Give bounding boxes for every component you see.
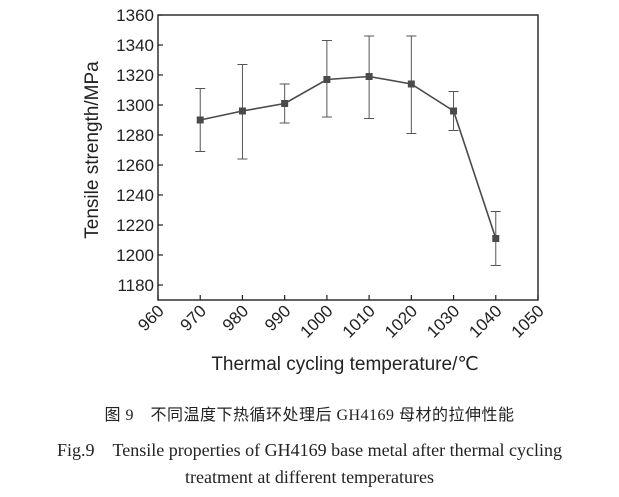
- x-tick-label: 990: [261, 301, 294, 334]
- y-tick-label: 1180: [117, 276, 154, 295]
- y-tick-label: 1280: [116, 126, 154, 145]
- x-tick-label: 970: [177, 301, 210, 334]
- x-tick-label: 1010: [339, 301, 379, 341]
- x-tick-label: 1020: [381, 301, 421, 341]
- x-tick-label: 980: [219, 301, 252, 334]
- y-tick-label: 1240: [116, 186, 154, 205]
- data-point: [281, 100, 289, 107]
- data-point: [323, 76, 331, 83]
- data-point: [238, 107, 246, 115]
- series-line: [200, 75, 497, 239]
- figure-caption-english-line2: treatment at different temperatures: [184, 467, 435, 487]
- data-point: [196, 116, 204, 124]
- x-tick-label: 960: [134, 301, 167, 334]
- y-tick-label: 1200: [116, 246, 154, 265]
- y-tick-label: 1260: [116, 156, 154, 175]
- y-tick-label: 1320: [116, 66, 154, 85]
- x-tick-label: 1040: [465, 301, 505, 341]
- x-tick-label: 1030: [423, 301, 463, 341]
- data-point: [450, 107, 458, 115]
- x-tick-label: 1000: [297, 301, 337, 341]
- tensile-strength-chart: 1180 1200 1220 1240 1260 1280 1300 1320 1340 1360…: [82, 6, 548, 375]
- y-tick-label: 1300: [116, 96, 154, 115]
- data-point: [492, 235, 500, 242]
- figure-caption-chinese: 图 9 不同温度下热循环处理后 GH4169 母材的拉伸性能: [104, 407, 515, 424]
- y-axis-title: Tensile strength/MPa: [82, 61, 103, 239]
- data-point: [365, 73, 373, 80]
- x-axis-title: Thermal cycling temperature/℃: [211, 354, 478, 375]
- figure-caption-english-line1: Fig.9 Tensile properties of GH4169 base …: [56, 440, 563, 460]
- y-tick-label: 1220: [116, 216, 154, 235]
- x-tick-label: 1050: [508, 301, 548, 341]
- data-point: [407, 80, 415, 88]
- plot-frame: [157, 14, 539, 301]
- y-tick-label: 1360: [116, 6, 154, 25]
- y-tick-label: 1340: [116, 36, 154, 55]
- plot-area: 1180 1200 1220 1240 1260 1280 1300 1320 1340 1360…: [116, 6, 548, 342]
